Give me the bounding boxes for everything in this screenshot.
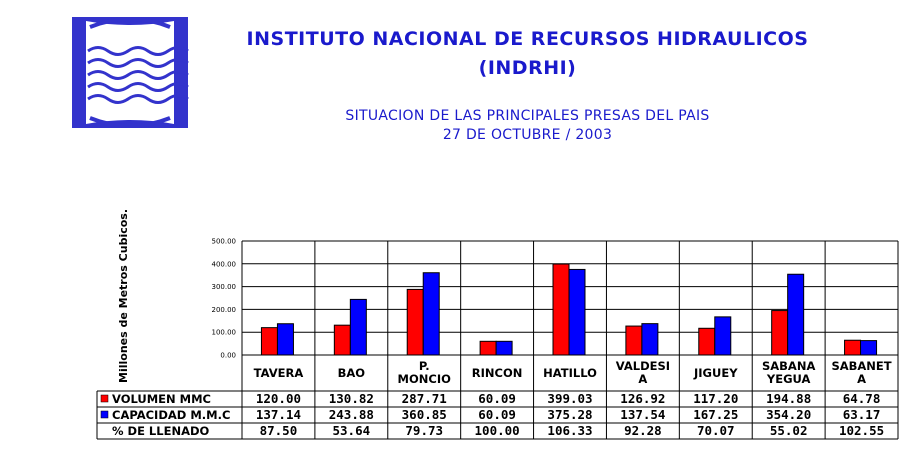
category-label: SABANA: [762, 359, 815, 373]
bar-volumen: [333, 324, 351, 356]
category-label: A: [638, 372, 647, 386]
table-row-label: % DE LLENADO: [112, 424, 210, 438]
table-cell-value: 102.55: [839, 423, 884, 438]
table-cell-value: 137.14: [256, 407, 301, 422]
legend-swatch: [100, 394, 109, 403]
y-tick-label: 0.00: [220, 352, 236, 360]
bar-volumen: [479, 340, 497, 356]
table-cell-value: 70.07: [697, 423, 735, 438]
category-label: A: [857, 372, 866, 386]
table-cell-value: 106.33: [547, 423, 592, 438]
bar-capacidad: [495, 340, 513, 356]
bar-volumen: [698, 327, 716, 356]
bar-capacidad: [787, 273, 805, 356]
y-tick-label: 400.00: [212, 260, 237, 268]
table-cell-value: 354.20: [766, 407, 811, 422]
table-cell-value: 167.25: [693, 407, 738, 422]
table-cell-value: 64.78: [843, 391, 881, 406]
table-cell-value: 53.64: [333, 423, 371, 438]
bar-capacidad: [422, 272, 440, 356]
bar-volumen: [771, 310, 789, 356]
category-label: RINCON: [472, 366, 523, 380]
table-cell-value: 117.20: [693, 391, 738, 406]
category-label: VALDESI: [616, 359, 670, 373]
bar-volumen: [625, 325, 643, 356]
table-cell-value: 60.09: [478, 391, 516, 406]
bar-capacidad: [568, 268, 586, 356]
legend-swatch: [100, 410, 109, 419]
bar-capacidad: [714, 316, 732, 356]
table-cell-value: 55.02: [770, 423, 808, 438]
category-label: P.: [419, 359, 430, 373]
chart-date: 27 DE OCTUBRE / 2003: [442, 127, 613, 143]
bar-volumen: [844, 339, 862, 356]
page-title: INSTITUTO NACIONAL DE RECURSOS HIDRAULIC…: [246, 28, 809, 50]
table-cell-value: 194.88: [766, 391, 811, 406]
category-label: HATILLO: [543, 366, 597, 380]
table-cell-value: 100.00: [475, 423, 520, 438]
table-cell-value: 63.17: [843, 407, 881, 422]
table-cell-value: 120.00: [256, 391, 301, 406]
bar-capacidad: [276, 323, 294, 356]
bar-capacidad: [349, 298, 367, 356]
table-cell-value: 79.73: [405, 423, 443, 438]
table-cell-value: 60.09: [478, 407, 516, 422]
category-label: YEGUA: [766, 372, 811, 386]
table-cell-value: 360.85: [402, 407, 447, 422]
category-label: SABANET: [831, 359, 891, 373]
chart-subtitle: SITUACION DE LAS PRINCIPALES PRESAS DEL …: [345, 108, 710, 124]
table-cell-value: 126.92: [620, 391, 665, 406]
bar-volumen: [260, 327, 278, 356]
table-cell-value: 130.82: [329, 391, 374, 406]
category-label: TAVERA: [254, 366, 304, 380]
page-title-acronym: (INDRHI): [478, 57, 577, 79]
y-tick-label: 300.00: [212, 283, 237, 291]
table-cell-value: 243.88: [329, 407, 374, 422]
indrhi-logo: [72, 17, 189, 128]
table-cell-value: 87.50: [260, 423, 298, 438]
category-label: MONCIO: [398, 372, 452, 386]
table-cell-value: 375.28: [547, 407, 592, 422]
y-tick-label: 100.00: [212, 329, 237, 337]
legend-label: VOLUMEN MMC: [112, 392, 211, 406]
table-cell-value: 399.03: [547, 391, 592, 406]
table-cell-value: 92.28: [624, 423, 662, 438]
table-cell-value: 287.71: [402, 391, 447, 406]
table-cell-value: 137.54: [620, 407, 665, 422]
bar-capacidad: [641, 323, 659, 356]
y-tick-label: 200.00: [212, 306, 237, 314]
bar-volumen: [552, 263, 570, 356]
bar-capacidad: [860, 340, 878, 356]
category-label: BAO: [338, 366, 366, 380]
y-tick-label: 500.00: [212, 238, 237, 246]
bar-volumen: [406, 288, 424, 356]
legend-label: CAPACIDAD M.M.C: [112, 408, 230, 422]
category-label: JIGUEY: [693, 366, 738, 380]
